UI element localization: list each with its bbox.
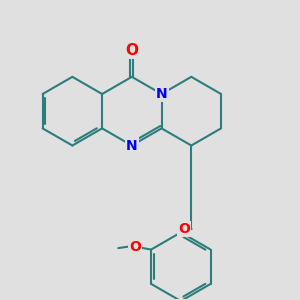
Text: O: O	[129, 240, 141, 254]
Text: N: N	[156, 87, 167, 101]
Text: N: N	[126, 139, 138, 152]
Text: O: O	[178, 222, 190, 236]
Text: O: O	[125, 43, 138, 58]
